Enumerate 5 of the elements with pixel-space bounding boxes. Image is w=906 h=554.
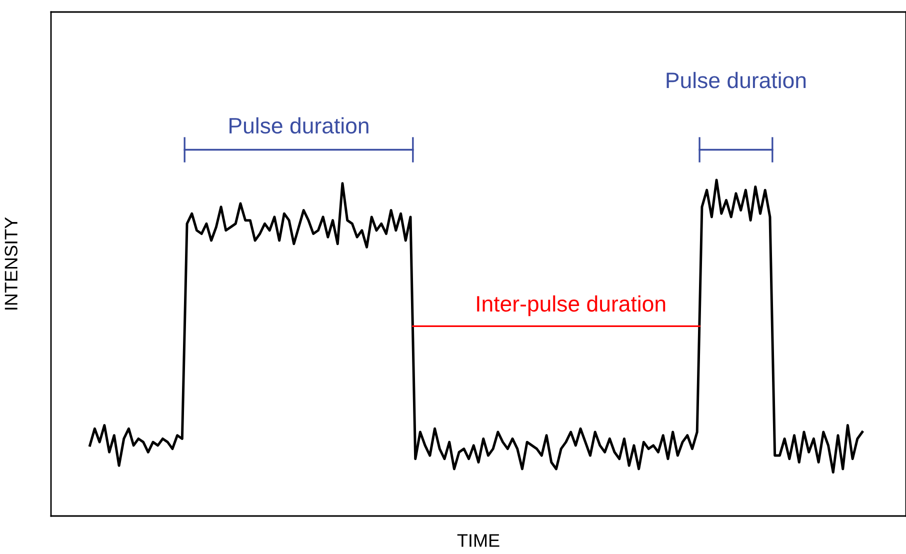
annotation: Inter-pulse duration xyxy=(477,295,666,316)
text: Pulse duration xyxy=(230,117,368,134)
x-axis-title: TIME xyxy=(457,534,500,547)
text: Pulse duration xyxy=(666,72,806,88)
y-axis-title: INTENSITY xyxy=(4,217,18,310)
